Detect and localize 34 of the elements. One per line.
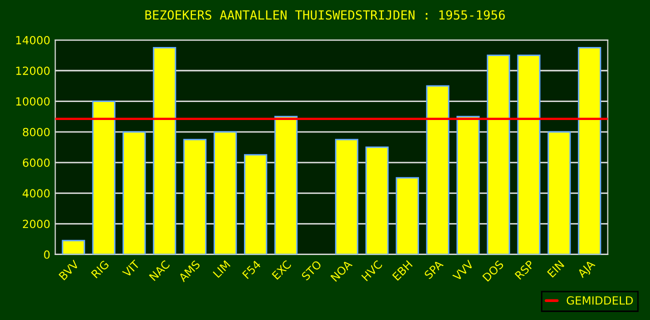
x-tick-label: LIM [212, 260, 230, 278]
bar [486, 54, 510, 254]
bar [578, 46, 602, 254]
bar [214, 131, 237, 254]
x-tick-label: SPA [424, 259, 444, 280]
bar [244, 154, 268, 254]
bar [396, 177, 420, 254]
x-tick-label: F54 [242, 260, 262, 280]
bar [365, 146, 389, 254]
chart-title: BEZOEKERS AANTALLEN THUISWEDSTRIJDEN : 1955-1956 [145, 10, 505, 20]
y-tick-label: 2000 [22, 220, 50, 228]
x-tick-label: VIT [122, 259, 140, 278]
bar [274, 116, 298, 254]
bar [62, 240, 86, 254]
y-tick-label: 10000 [16, 97, 50, 106]
bar [335, 138, 358, 254]
x-tick-label: RIG [90, 260, 110, 278]
bar [183, 138, 207, 254]
x-tick-label: AJA [576, 260, 598, 280]
y-tick-label: 4000 [22, 189, 50, 198]
bar [548, 131, 571, 254]
legend-label: GEMIDDELD [566, 296, 633, 305]
bar [426, 85, 450, 254]
x-tick-label: EIN [547, 260, 564, 278]
bar [517, 54, 540, 254]
y-tick-label: 12000 [16, 66, 50, 76]
bar [456, 116, 480, 254]
bar [152, 46, 176, 254]
bar [122, 131, 146, 254]
y-tick-label: 6000 [22, 158, 50, 167]
bar [92, 100, 116, 254]
y-tick-label: 14000 [16, 36, 50, 44]
y-tick-label: 0 [44, 250, 50, 259]
y-tick-label: 8000 [22, 128, 50, 136]
